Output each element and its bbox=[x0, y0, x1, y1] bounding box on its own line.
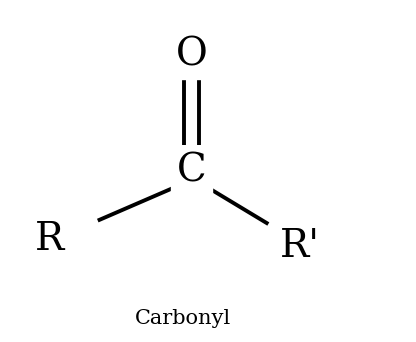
Text: O: O bbox=[176, 36, 207, 73]
Text: C: C bbox=[176, 153, 206, 189]
Text: R: R bbox=[35, 221, 64, 258]
Text: Carbonyl: Carbonyl bbox=[135, 308, 231, 328]
Text: R': R' bbox=[280, 228, 319, 265]
